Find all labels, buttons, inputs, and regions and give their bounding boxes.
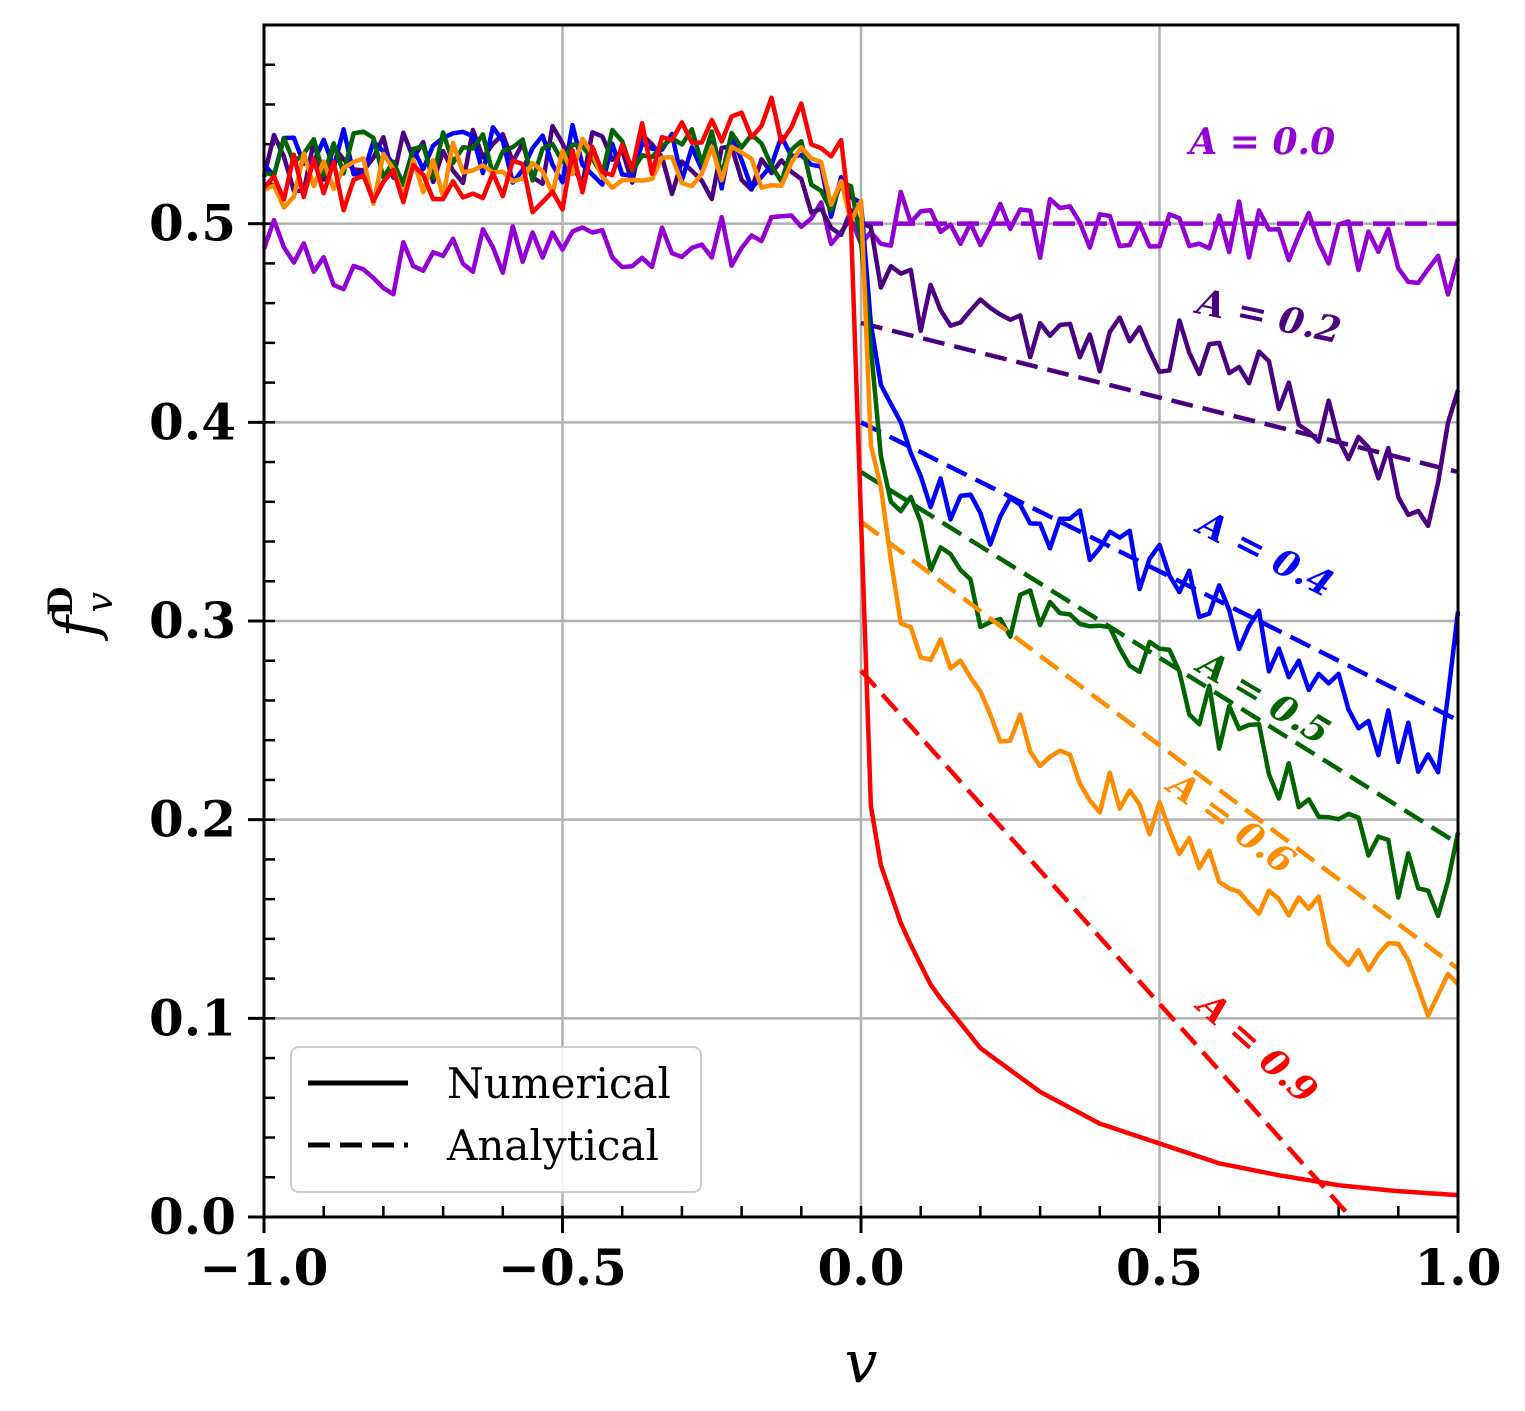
analytical-line-a04 xyxy=(859,420,1460,723)
y-tick-label-5: 0.5 xyxy=(149,194,236,253)
series-group-a06 xyxy=(263,136,1460,1018)
y-axis: 0.0 0.1 0.2 0.3 0.4 0.5 xyxy=(149,194,264,1246)
svg-text:fDv: fDv xyxy=(41,587,121,642)
x-axis-label: v xyxy=(845,1328,878,1396)
y-tick-label-2: 0.2 xyxy=(149,790,236,849)
y-axis-label: fDv xyxy=(41,587,121,642)
x-tick-label-0: −1.0 xyxy=(200,1238,329,1297)
curve-label-a06: A = 0.6 xyxy=(1158,761,1303,882)
series-group-a09 xyxy=(262,95,1459,1219)
minor-ticks xyxy=(264,63,1400,1217)
y-tick-label-0: 0.0 xyxy=(149,1187,236,1246)
analytical-line-a02 xyxy=(860,320,1459,475)
numerical-line-a09 xyxy=(262,95,1459,1198)
y-tick-label-3: 0.3 xyxy=(149,591,236,650)
analytical-line-a05 xyxy=(859,470,1460,846)
y-axis-label-sup: D xyxy=(41,587,81,616)
analytical-line-a09 xyxy=(859,669,1353,1219)
legend-label-analytical: Analytical xyxy=(446,1121,659,1170)
y-tick-label-1: 0.1 xyxy=(149,988,236,1047)
x-tick-label-4: 1.0 xyxy=(1415,1238,1502,1297)
x-tick-label-2: 0.0 xyxy=(818,1238,905,1297)
y-tick-label-4: 0.4 xyxy=(149,392,236,451)
series-layer xyxy=(261,95,1461,1219)
analytical-line-a06 xyxy=(859,519,1460,971)
x-tick-label-3: 0.5 xyxy=(1116,1238,1203,1297)
curve-label-a09: A = 0.9 xyxy=(1187,982,1326,1113)
curve-label-a04: A = 0.4 xyxy=(1189,501,1341,606)
x-axis: −1.0 −0.5 0.0 0.5 1.0 xyxy=(200,1217,1502,1297)
numerical-line-a06 xyxy=(263,136,1460,1018)
x-tick-label-1: −0.5 xyxy=(498,1238,627,1297)
y-axis-label-sub: v xyxy=(80,592,121,612)
legend: Numerical Analytical xyxy=(290,1046,702,1193)
curve-label-a0: A = 0.0 xyxy=(1186,121,1335,163)
legend-label-numerical: Numerical xyxy=(447,1059,671,1108)
